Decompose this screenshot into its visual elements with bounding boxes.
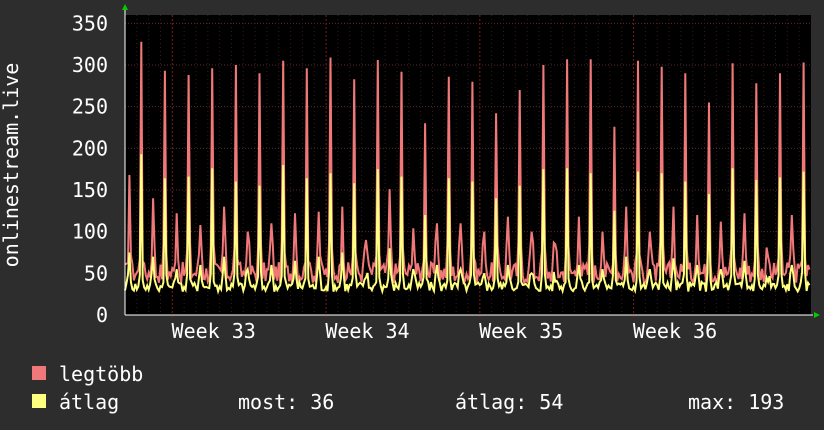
x-tick-label: Week 35: [479, 319, 563, 343]
legend-label-avg: átlag: [59, 390, 120, 414]
axes: [122, 4, 820, 318]
x-tick-label: Week 33: [172, 319, 256, 343]
x-tick-labels: Week 33 Week 34 Week 35 Week 36: [172, 319, 718, 343]
legend-swatch-max: [32, 366, 46, 380]
series-line-avg: [124, 154, 811, 296]
stat-average: átlag: 54: [455, 390, 564, 414]
y-tick-label: 200: [72, 136, 108, 160]
y-axis-label: onlinestream.live: [0, 63, 23, 268]
y-tick-label: 250: [72, 95, 108, 119]
legend-label-max: legtöbb: [59, 362, 144, 386]
y-tick-labels: 0 50 100 150 200 250 300 350: [72, 11, 108, 327]
grid-lines: [125, 15, 811, 319]
y-axis-arrow-icon: [122, 4, 128, 10]
y-tick-label: 0: [96, 303, 108, 327]
y-tick-label: 50: [84, 261, 108, 285]
stat-current: most: 36: [238, 390, 335, 414]
legend-swatch-avg: [32, 394, 46, 408]
y-tick-label: 300: [72, 53, 108, 77]
y-tick-label: 100: [72, 220, 108, 244]
y-tick-label: 150: [72, 178, 108, 202]
y-tick-label: 350: [72, 11, 108, 35]
x-tick-label: Week 34: [325, 319, 409, 343]
stat-max: max: 193: [688, 390, 785, 414]
series-lines: [124, 41, 811, 296]
x-tick-label: Week 36: [633, 319, 717, 343]
x-axis-arrow-icon: [814, 312, 820, 318]
series-line-max: [124, 41, 811, 286]
